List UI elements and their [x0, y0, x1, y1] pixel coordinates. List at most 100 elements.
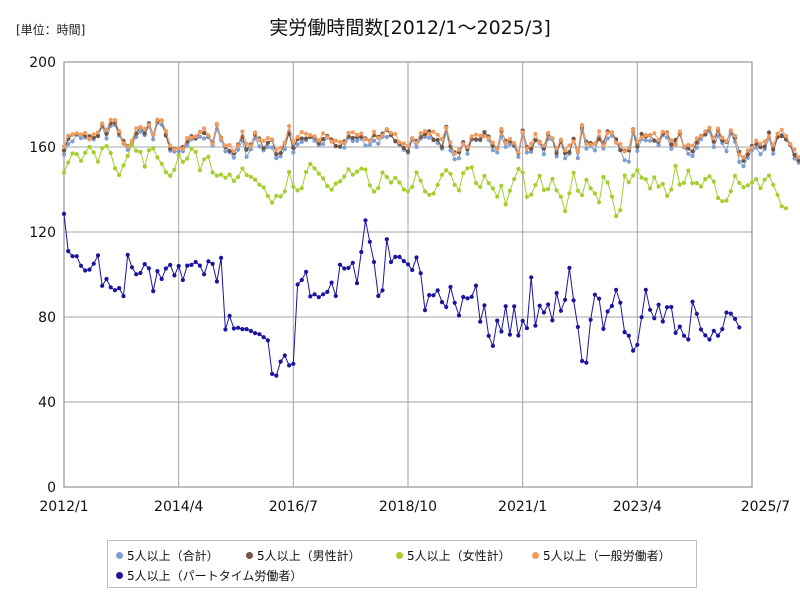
data-point — [265, 140, 270, 145]
data-point — [274, 193, 279, 198]
data-point — [388, 259, 394, 265]
data-point — [601, 174, 606, 180]
data-point — [495, 147, 500, 152]
legend-label: 5人以上（パートタイム労働者） — [127, 569, 303, 583]
data-point — [478, 133, 483, 138]
data-point — [376, 136, 381, 141]
data-point — [622, 158, 627, 163]
data-point — [223, 327, 228, 332]
data-point — [681, 180, 687, 185]
data-point — [643, 287, 648, 292]
data-point — [550, 318, 555, 323]
data-point — [422, 308, 428, 313]
data-point — [499, 126, 504, 131]
data-point — [741, 155, 746, 160]
data-point — [91, 135, 96, 140]
data-point — [287, 123, 292, 129]
data-point — [490, 343, 495, 348]
data-point — [512, 304, 517, 309]
data-point — [274, 373, 279, 378]
data-point — [129, 142, 135, 147]
data-point — [176, 153, 181, 158]
data-point — [669, 138, 674, 143]
data-point — [783, 206, 789, 211]
data-point — [550, 136, 555, 141]
data-point — [601, 146, 606, 151]
data-point — [287, 170, 292, 175]
data-point — [435, 182, 440, 187]
x-tick-label: 2012/1 — [39, 499, 88, 515]
data-point — [435, 137, 440, 142]
data-point — [142, 262, 147, 267]
data-point — [418, 178, 423, 183]
data-point — [618, 300, 623, 305]
data-point — [244, 172, 249, 178]
data-point — [503, 202, 508, 207]
y-tick-label: 200 — [29, 55, 56, 71]
data-point — [550, 176, 555, 181]
data-point — [783, 133, 789, 139]
data-point — [202, 130, 207, 136]
data-point — [516, 333, 521, 338]
data-point — [261, 335, 266, 340]
data-point — [737, 180, 742, 185]
data-point — [465, 296, 470, 301]
data-point — [482, 173, 487, 178]
data-point — [397, 180, 402, 185]
data-point — [456, 188, 462, 193]
data-point — [363, 167, 368, 172]
data-point — [597, 129, 602, 134]
data-point — [677, 129, 682, 134]
data-point — [325, 135, 330, 140]
data-point — [380, 288, 385, 293]
data-point — [405, 149, 411, 154]
data-point — [346, 265, 351, 270]
data-point — [291, 139, 296, 144]
data-point — [142, 126, 147, 131]
data-point — [176, 149, 181, 154]
data-point — [95, 253, 101, 258]
data-point — [108, 117, 113, 122]
chart-title: 実労働時間数[2012/1～2025/3] — [269, 17, 551, 39]
data-point — [796, 158, 800, 163]
data-point — [656, 184, 661, 189]
data-point — [626, 180, 631, 185]
data-point — [316, 295, 321, 300]
data-point — [244, 141, 249, 146]
data-point — [669, 142, 674, 147]
y-tick-label: 0 — [47, 480, 56, 496]
data-point — [367, 239, 372, 244]
data-point — [588, 317, 593, 322]
data-point — [337, 179, 343, 184]
data-point — [507, 332, 512, 337]
data-point — [91, 132, 96, 137]
data-point — [516, 150, 521, 155]
data-point — [478, 137, 483, 142]
data-point — [605, 130, 610, 136]
data-point — [669, 187, 674, 192]
data-point — [461, 171, 466, 176]
data-point — [520, 318, 525, 323]
data-point — [223, 149, 228, 154]
data-point — [401, 141, 406, 146]
x-tick-label: 2021/1 — [498, 499, 547, 515]
data-point — [639, 175, 644, 180]
data-point — [193, 149, 198, 154]
data-point — [282, 140, 287, 145]
data-point — [707, 337, 712, 342]
data-point — [639, 135, 644, 140]
data-point — [172, 147, 177, 152]
data-point — [486, 333, 491, 338]
data-point — [112, 117, 118, 123]
data-point — [741, 158, 746, 163]
data-point — [202, 157, 207, 162]
data-point — [711, 328, 716, 333]
data-point — [715, 126, 721, 131]
data-point — [278, 359, 283, 364]
y-tick-label: 160 — [29, 140, 56, 156]
data-point — [227, 143, 232, 148]
data-point — [732, 316, 738, 321]
data-point — [163, 129, 168, 134]
data-point — [724, 139, 729, 144]
data-point — [652, 175, 657, 180]
